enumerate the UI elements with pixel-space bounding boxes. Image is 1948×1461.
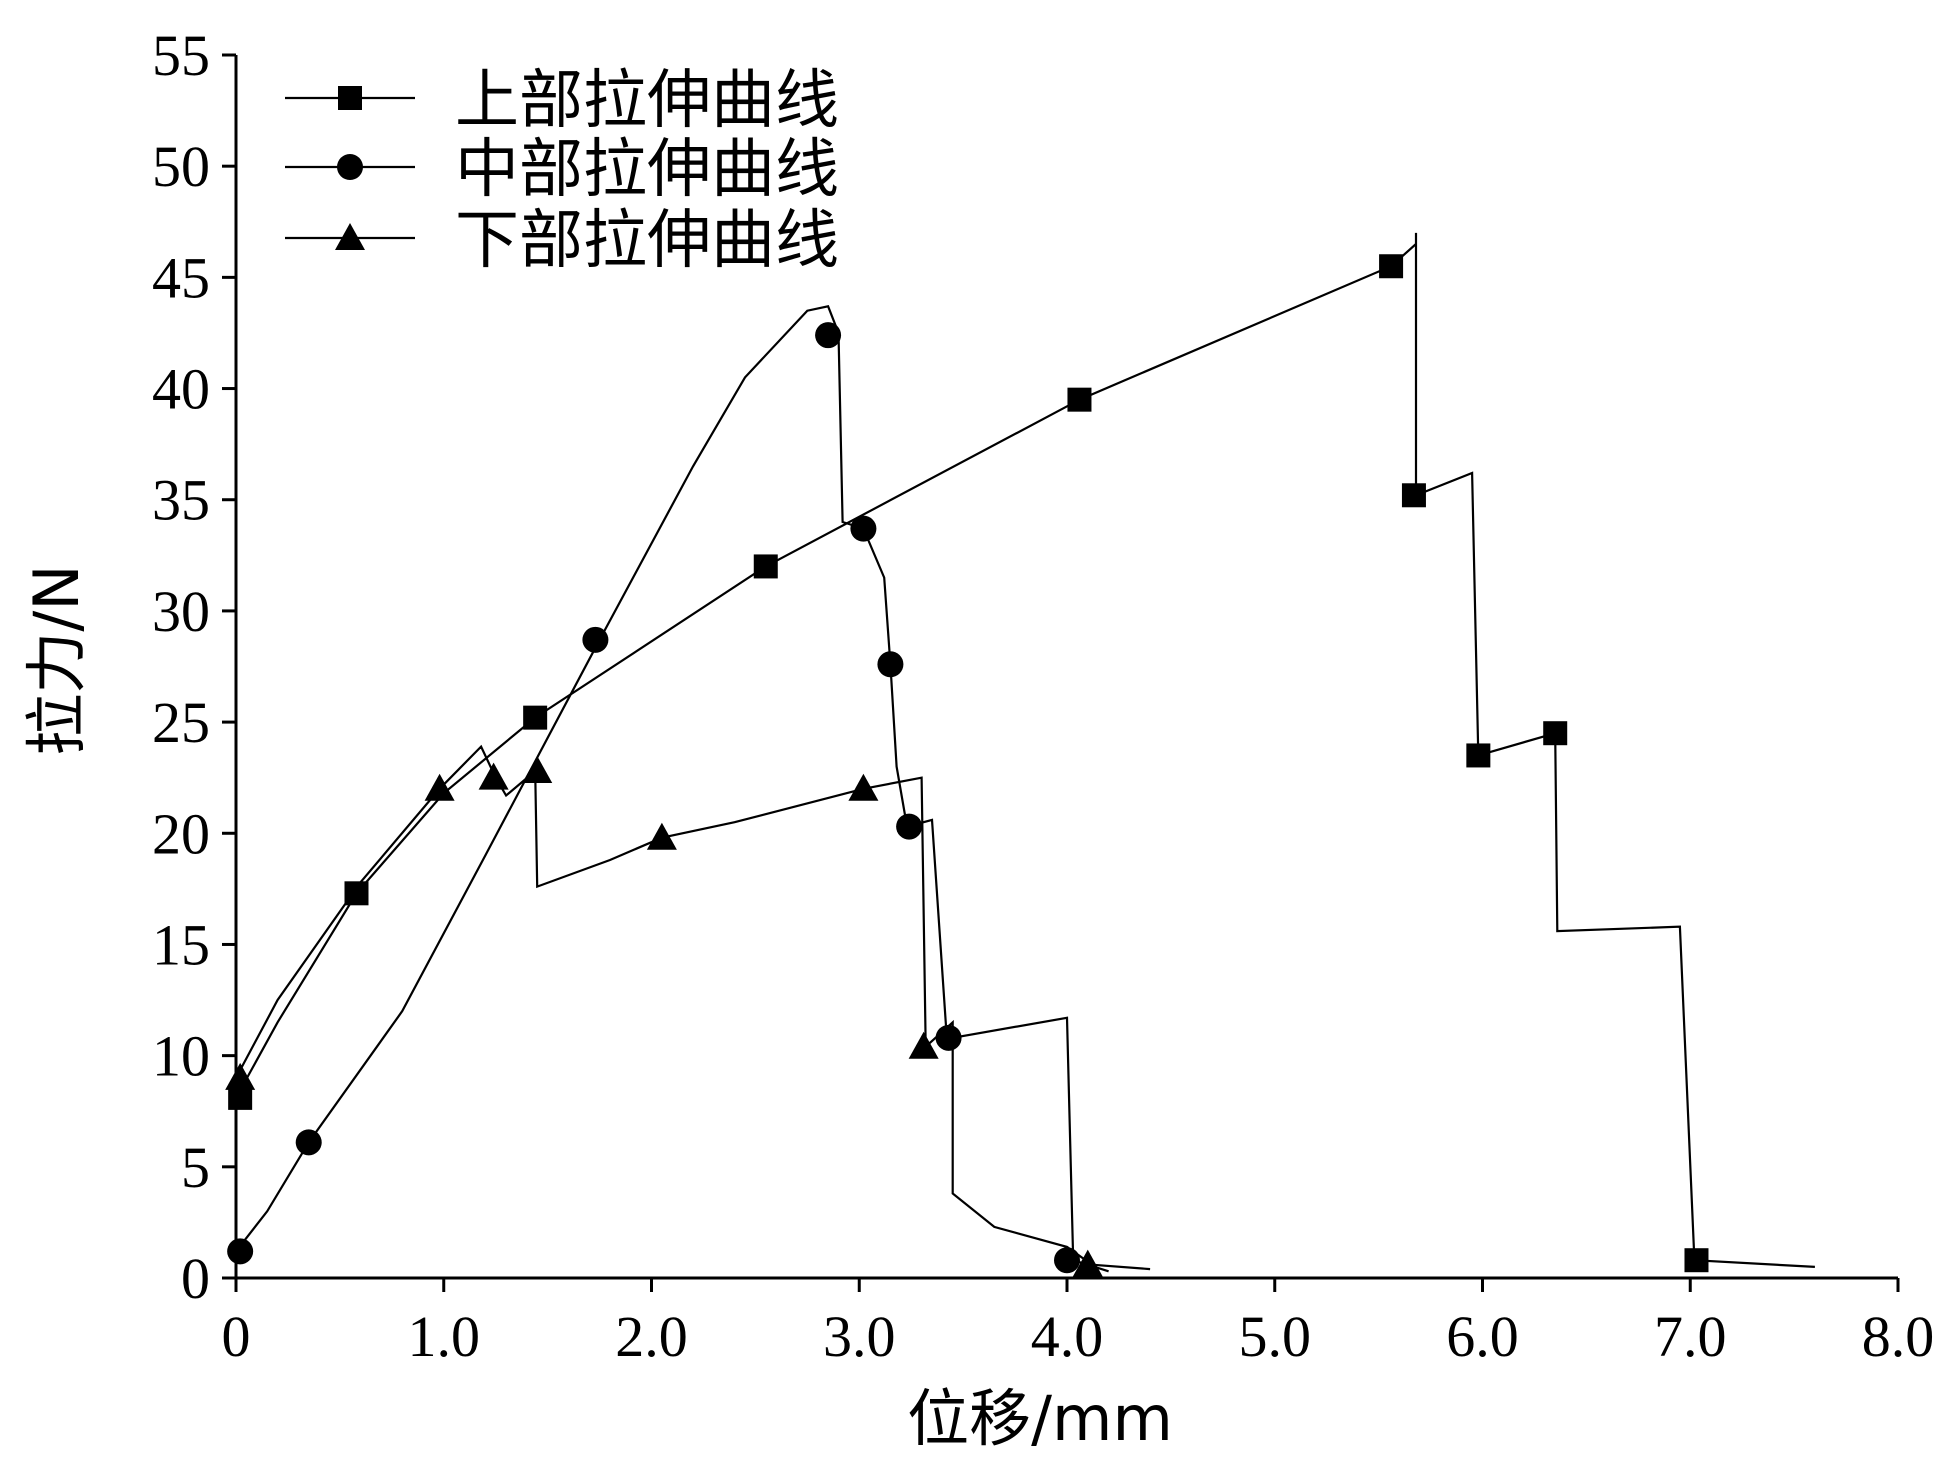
data-point [344, 881, 369, 906]
legend-marker [337, 154, 363, 180]
data-point [646, 822, 677, 850]
y-tick-label: 20 [152, 801, 210, 866]
data-point [523, 705, 548, 730]
data-point [753, 554, 778, 579]
series-2 [227, 305, 1109, 1274]
x-tick-label: 1.0 [408, 1304, 481, 1369]
series-layer [225, 232, 1815, 1277]
y-axis: 0 5 10 15 20 25 30 35 40 45 50 55 [152, 23, 236, 1311]
series-3 [225, 744, 1151, 1277]
data-point [227, 1238, 254, 1265]
x-axis-title: 位移/mm [907, 1382, 1173, 1455]
data-point [877, 651, 904, 678]
y-tick-label: 30 [152, 579, 210, 644]
legend-item: 中部拉伸曲线 [285, 133, 839, 207]
series-line [235, 232, 1815, 1268]
data-point [908, 1031, 939, 1059]
data-point [1466, 743, 1491, 768]
data-point [1379, 254, 1404, 279]
y-tick-label: 25 [152, 690, 210, 755]
y-tick-label: 0 [181, 1246, 210, 1311]
x-tick-label: 0 [222, 1304, 251, 1369]
data-point [935, 1024, 962, 1051]
data-point [424, 773, 455, 801]
x-tick-label: 6.0 [1446, 1304, 1519, 1369]
y-tick-label: 35 [152, 468, 210, 533]
legend-marker [338, 86, 362, 110]
data-point [478, 762, 509, 790]
x-axis: 0 1.0 2.0 3.0 4.0 5.0 6.0 7.0 8.0 [222, 1278, 1935, 1369]
data-point [1543, 721, 1568, 746]
data-point [896, 813, 923, 840]
x-tick-label: 3.0 [823, 1304, 896, 1369]
legend-item: 上部拉伸曲线 [285, 64, 839, 138]
x-tick-label: 8.0 [1862, 1304, 1935, 1369]
legend-label: 上部拉伸曲线 [455, 64, 839, 138]
data-point [295, 1129, 322, 1156]
y-tick-label: 15 [152, 912, 210, 977]
data-point [850, 515, 877, 542]
data-point [225, 1062, 256, 1090]
series-line [235, 744, 1151, 1271]
data-point [228, 1085, 253, 1110]
legend-label: 中部拉伸曲线 [455, 133, 839, 207]
y-tick-label: 10 [152, 1024, 210, 1089]
y-tick-label: 5 [181, 1135, 210, 1200]
y-axis-title: 拉力/N [20, 564, 93, 755]
data-point [1401, 483, 1426, 508]
legend-label: 下部拉伸曲线 [455, 204, 839, 278]
y-tick-label: 40 [152, 357, 210, 422]
x-tick-label: 7.0 [1654, 1304, 1727, 1369]
series-1 [228, 232, 1815, 1273]
x-tick-label: 2.0 [615, 1304, 688, 1369]
legend-marker [335, 223, 365, 250]
data-point [582, 626, 609, 653]
x-tick-label: 4.0 [1031, 1304, 1104, 1369]
data-point [848, 773, 879, 801]
legend-item: 下部拉伸曲线 [285, 204, 839, 278]
data-point [1072, 1249, 1103, 1277]
data-point [522, 756, 553, 784]
data-point [1054, 1247, 1080, 1274]
x-tick-label: 5.0 [1239, 1304, 1312, 1369]
data-point [1684, 1248, 1709, 1273]
data-point [815, 322, 842, 349]
series-line [235, 305, 1109, 1273]
y-tick-label: 45 [152, 245, 210, 310]
y-tick-label: 50 [152, 134, 210, 199]
y-tick-label: 55 [152, 23, 210, 88]
data-point [1067, 387, 1092, 412]
